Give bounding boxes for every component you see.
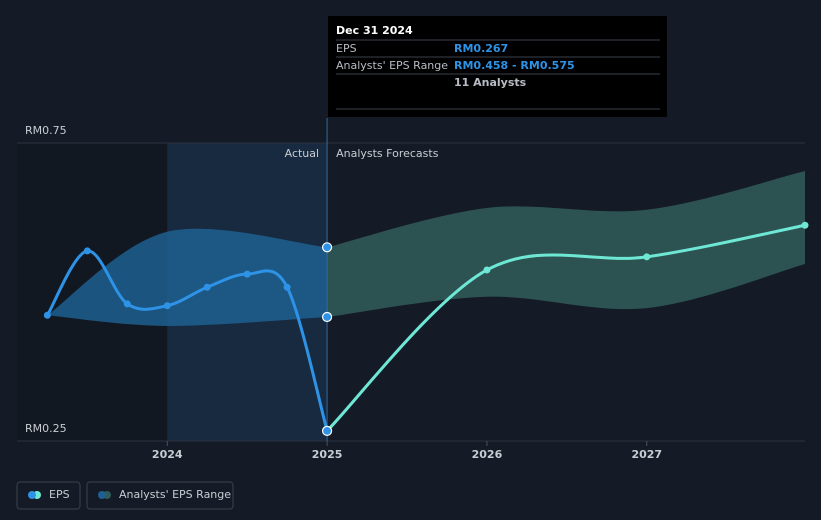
y-tick-label: RM0.25 [25, 422, 67, 435]
tooltip-value: 11 Analysts [454, 76, 527, 89]
legend-label: EPS [49, 488, 70, 501]
actual-label: Actual [285, 147, 319, 160]
legend-label: Analysts' EPS Range [119, 488, 231, 501]
eps-point [43, 311, 51, 319]
tooltip-date: Dec 31 2024 [336, 24, 413, 37]
eps-point [163, 302, 171, 310]
tooltip-value: RM0.267 [454, 42, 508, 55]
eps-range [47, 228, 328, 326]
tooltip-box [328, 16, 667, 117]
x-tick-label: 2027 [631, 448, 662, 461]
eps-point [321, 425, 333, 436]
legend-item[interactable] [16, 481, 81, 510]
eps-point [483, 266, 491, 274]
eps-point [643, 253, 651, 261]
range-point [321, 311, 333, 323]
legend-swatch [28, 491, 36, 499]
tooltip: Dec 31 2024 EPS RM0.267 Analysts' EPS Range… [328, 16, 667, 117]
x-tick-label: 2026 [472, 448, 503, 461]
legend-swatch [98, 491, 106, 499]
tooltip-value: RM0.458 - RM0.575 [454, 59, 575, 72]
eps-point [801, 221, 809, 229]
eps-line [326, 223, 806, 432]
eps-point [243, 270, 251, 278]
tooltip-label: Analysts' EPS Range [336, 59, 448, 72]
eps-range [327, 171, 805, 318]
x-tick-label: 2025 [312, 448, 343, 461]
eps-point [123, 300, 131, 308]
tooltip-label: EPS [336, 42, 357, 55]
x-tick-label: 2024 [152, 448, 183, 461]
y-tick-label: RM0.75 [25, 124, 67, 137]
eps-point [283, 283, 291, 291]
eps-point [203, 283, 211, 291]
forecast-label: Analysts Forecasts [336, 147, 439, 160]
eps-point [83, 247, 91, 255]
range-point [321, 242, 333, 253]
legend-item[interactable] [86, 481, 234, 510]
